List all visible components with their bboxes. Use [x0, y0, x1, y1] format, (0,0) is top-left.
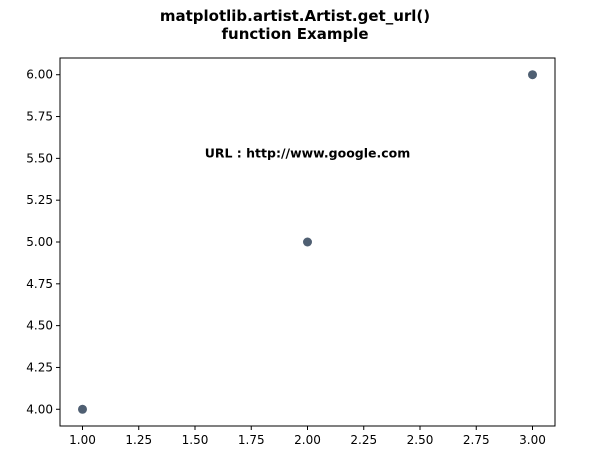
x-tick-label: 1.25 [125, 433, 152, 447]
data-point [303, 237, 312, 247]
y-tick-label: 4.50 [26, 319, 53, 333]
chart-title: matplotlib.artist.Artist.get_url() funct… [0, 7, 590, 43]
y-tick-label: 5.50 [26, 151, 53, 165]
x-tick-label: 2.50 [407, 433, 434, 447]
y-tick-label: 5.25 [26, 193, 53, 207]
chart-title-line-1: matplotlib.artist.Artist.get_url() [159, 7, 431, 25]
y-tick-label: 4.75 [26, 277, 53, 291]
x-tick-label: 1.50 [182, 433, 209, 447]
x-tick-label: 2.25 [350, 433, 377, 447]
y-tick-label: 4.00 [26, 402, 53, 416]
data-point [78, 404, 87, 414]
x-tick-label: 2.75 [463, 433, 490, 447]
url-annotation: URL : http://www.google.com [205, 145, 411, 160]
y-tick-label: 6.00 [26, 68, 53, 82]
x-tick-label: 1.00 [69, 433, 96, 447]
x-tick-label: 3.00 [519, 433, 546, 447]
x-tick-label: 1.75 [238, 433, 265, 447]
y-tick-label: 5.00 [26, 235, 53, 249]
data-point [528, 70, 537, 80]
x-tick-label: 2.00 [294, 433, 321, 447]
y-tick-label: 4.25 [26, 360, 53, 374]
chart-title-line-2: function Example [221, 25, 369, 43]
y-tick-label: 5.75 [26, 110, 53, 124]
